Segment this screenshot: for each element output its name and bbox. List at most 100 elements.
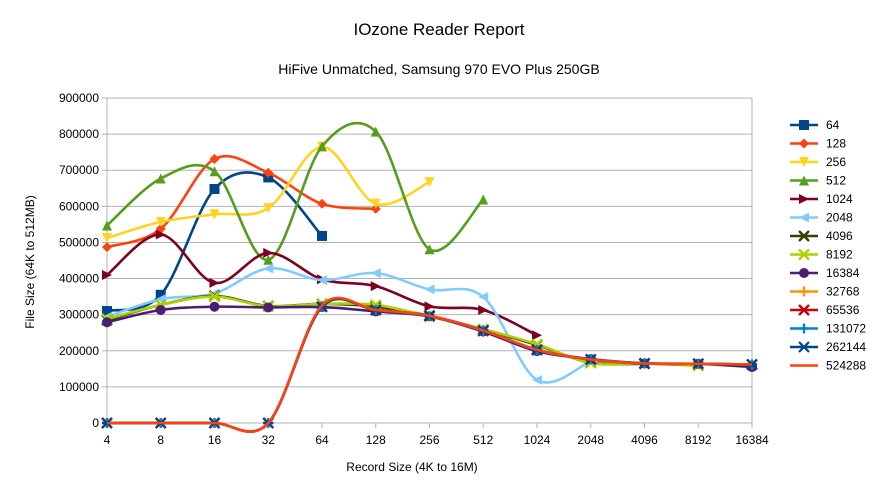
data-point	[478, 194, 489, 205]
data-point	[263, 167, 274, 178]
data-point	[317, 198, 327, 209]
data-point	[102, 317, 112, 328]
y-tick-label: 100000	[59, 380, 99, 394]
data-point	[102, 233, 112, 244]
data-point	[424, 301, 435, 312]
legend-label: 262144	[826, 340, 866, 354]
x-tick-label: 16384	[735, 433, 769, 447]
legend-marker	[798, 230, 810, 242]
legend: 64 128 256 512 1024 2048 4096 8192 16384 32768 655…	[790, 118, 866, 373]
legend-marker	[799, 194, 809, 204]
series-8192	[101, 290, 705, 372]
data-point	[263, 302, 274, 313]
axes	[102, 97, 753, 428]
data-point	[209, 209, 220, 220]
x-tick-label: 2048	[577, 433, 604, 447]
y-tick-label: 300000	[59, 308, 99, 322]
data-point	[102, 220, 112, 231]
data-point	[155, 289, 166, 300]
legend-item: 65536	[790, 303, 860, 317]
data-point	[478, 304, 489, 315]
series-512	[102, 121, 489, 265]
x-tick-label: 512	[473, 433, 493, 447]
legend-marker	[798, 248, 810, 261]
legend-label: 65536	[826, 303, 860, 317]
legend-item: 128	[790, 137, 846, 151]
series-line-1024	[106, 233, 538, 337]
y-tick-label: 400000	[59, 272, 99, 286]
legend-item: 512	[790, 174, 846, 188]
legend-label: 128	[826, 137, 846, 151]
series-line-512	[106, 121, 485, 262]
y-tick-label: 0	[92, 416, 99, 430]
y-tick-label: 900000	[59, 91, 99, 105]
data-point	[155, 216, 166, 227]
chart-title: IOzone Reader Report	[353, 20, 524, 39]
legend-item: 32768	[790, 285, 860, 299]
y-tick-label: 500000	[59, 235, 99, 249]
series-524288	[107, 296, 753, 434]
legend-item: 8192	[790, 248, 853, 262]
data-point	[532, 330, 542, 341]
legend-item: 64	[790, 118, 840, 132]
legend-item: 131072	[790, 322, 866, 336]
x-tick-labels: 4 8 16 32 64 128 256 512 1024 2048 4096 8192 16384	[104, 433, 769, 447]
grid-lines	[107, 97, 752, 424]
y-tick-label: 200000	[59, 344, 99, 358]
data-point	[424, 244, 435, 255]
data-point	[263, 263, 274, 274]
data-point	[317, 275, 327, 285]
series-line-524288	[107, 296, 753, 434]
legend-marker	[798, 341, 810, 353]
legend-item: 256	[790, 155, 846, 169]
legend-item: 524288	[790, 359, 866, 373]
legend-label: 2048	[826, 211, 853, 225]
data-point	[102, 269, 112, 280]
data-point	[317, 141, 327, 152]
series-line-2048	[106, 266, 592, 384]
data-point	[155, 304, 166, 315]
data-point	[370, 203, 381, 214]
x-tick-label: 4096	[631, 433, 658, 447]
legend-label: 524288	[826, 359, 866, 373]
series-2048	[102, 263, 596, 386]
x-tick-label: 128	[366, 433, 386, 447]
legend-label: 1024	[826, 192, 853, 206]
legend-marker	[799, 268, 809, 278]
legend-item: 2048	[790, 211, 853, 225]
data-point	[263, 203, 274, 214]
data-point	[424, 177, 435, 188]
chart-subtitle: HiFive Unmatched, Samsung 970 EVO Plus 2…	[278, 61, 599, 77]
legend-item: 262144	[790, 340, 866, 354]
data-point	[208, 290, 221, 303]
series-128	[102, 154, 381, 253]
data-point	[102, 306, 112, 317]
series-line-256	[106, 145, 431, 240]
legend-item: 4096	[790, 229, 853, 243]
data-point	[370, 268, 381, 279]
legend-marker	[798, 304, 810, 316]
legend-label: 4096	[826, 229, 853, 243]
x-axis-label: Record Size (4K to 16M)	[346, 460, 477, 474]
data-point	[317, 230, 327, 241]
y-tick-labels: 0 100000 200000 300000 400000 500000 600000 700…	[59, 91, 99, 430]
legend-item: 16384	[790, 266, 860, 280]
legend-label: 16384	[826, 266, 860, 280]
legend-label: 131072	[826, 322, 866, 336]
series-layer	[101, 121, 758, 434]
y-axis-label: File Size (64K to 512MB)	[23, 195, 37, 328]
data-point	[209, 301, 220, 312]
x-tick-label: 8	[157, 433, 164, 447]
series-256	[102, 141, 435, 244]
data-point	[424, 284, 435, 295]
data-point	[209, 184, 220, 194]
y-tick-label: 600000	[59, 199, 99, 213]
legend-marker	[799, 138, 809, 149]
y-tick-label: 800000	[59, 127, 99, 141]
data-point	[478, 291, 489, 302]
data-point	[532, 375, 542, 386]
legend-marker	[799, 157, 809, 167]
data-point	[263, 254, 274, 265]
legend-marker	[799, 286, 809, 297]
